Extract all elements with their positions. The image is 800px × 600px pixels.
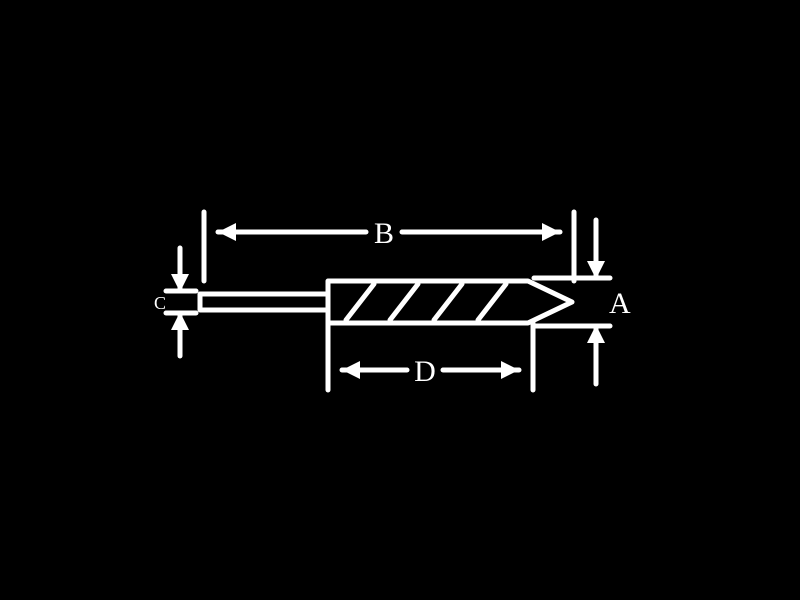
flute [478,284,506,320]
drill-bit-dimension-diagram: B D A C [0,0,800,600]
dimension-label: C [154,293,166,313]
flute [390,284,418,320]
shank [200,294,328,310]
flute [434,284,462,320]
dimension-label: A [609,287,631,320]
dimension-label: B [374,217,394,250]
flute [346,284,374,320]
dimension-label: D [414,355,436,388]
